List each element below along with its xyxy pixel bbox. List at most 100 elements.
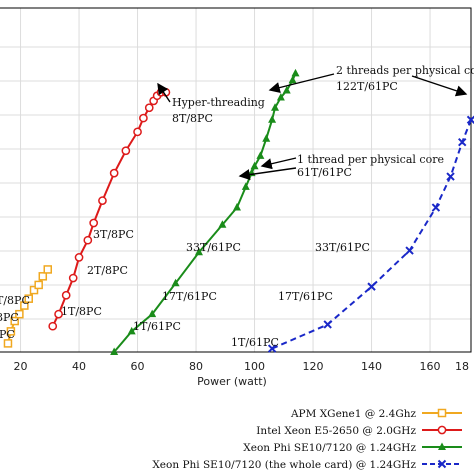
- series-0-point-2: [10, 316, 19, 326]
- series-2-point-7: [241, 182, 250, 190]
- annotation-arrow-2: [411, 75, 468, 97]
- annotation-6: 17T/61PC: [162, 290, 217, 303]
- series-1-point-9: [121, 146, 131, 156]
- series-0-point-9: [43, 265, 53, 274]
- legend-label-0: APM XGene1 @ 2.4Ghz: [290, 408, 416, 420]
- annotation-3: Hyper-threading: [172, 96, 265, 109]
- series-line-3: [271, 119, 472, 350]
- series-2-point-15: [282, 86, 291, 94]
- series-2-point-14: [276, 92, 285, 101]
- y-tick-fragment-1: 8PC: [0, 311, 19, 324]
- series-1-point-1: [54, 309, 63, 319]
- annotation-arrow-0: [157, 82, 171, 103]
- series-1-point-3: [68, 273, 78, 283]
- annotation-11: 61T/61PC: [297, 166, 352, 179]
- legend-label-2: Xeon Phi SE10/7120 @ 1.24GHz: [243, 442, 416, 454]
- series-2-point-13: [271, 103, 280, 111]
- legend-marker-0: [437, 408, 447, 418]
- series-0-point-3: [15, 309, 24, 319]
- series-2-point-16: [288, 75, 297, 84]
- series-1-point-8: [109, 168, 119, 178]
- series-3-point-5: [446, 172, 455, 181]
- series-1-point-10: [133, 127, 142, 137]
- series-0-point-8: [38, 272, 48, 281]
- series-1-point-5: [83, 235, 93, 245]
- x-tick-label-6: 140: [361, 360, 382, 373]
- x-tick-label-7: 160: [420, 360, 441, 373]
- annotation-13: 17T/61PC: [278, 290, 333, 303]
- annotation-9: 122T/61PC: [336, 80, 398, 93]
- annotation-4: 8T/8PC: [172, 112, 213, 125]
- annotation-arrow-3: [260, 157, 297, 170]
- legend: APM XGene1 @ 2.4Ghz Intel Xeon E5-2650 @ …: [152, 408, 462, 471]
- x-tick-label-3: 80: [189, 360, 203, 373]
- annotation-5: 1T/61PC: [133, 320, 181, 333]
- annotation-2: 3T/8PC: [93, 228, 134, 241]
- series-1-point-6: [89, 218, 99, 228]
- series-3-point-7: [466, 115, 474, 125]
- series-2-point-3: [171, 278, 180, 287]
- x-tick-label-8: 18: [455, 360, 469, 373]
- annotation-12: 1T/61PC: [231, 336, 279, 349]
- annotations: 1T/8PC 2T/8PC 3T/8PC Hyper-threading 8T/8PC 1…: [61, 64, 474, 349]
- series-0-point-7: [34, 280, 43, 290]
- series-2-point-1: [127, 326, 136, 335]
- series-2: [110, 68, 300, 355]
- series-0-point-6: [29, 285, 39, 295]
- series-2-point-6: [233, 203, 241, 211]
- series-2-point-4: [194, 247, 203, 256]
- series-2-point-2: [148, 309, 157, 318]
- x-axis-title: Power (watt): [197, 375, 267, 388]
- x-tick-label-5: 120: [303, 360, 324, 373]
- x-tick-label-2: 60: [131, 360, 145, 373]
- x-tick-label-4: 100: [244, 360, 265, 373]
- x-tick-label-0: 20: [14, 360, 28, 373]
- series-1-point-7: [98, 196, 107, 205]
- series-0-point-1: [6, 327, 16, 336]
- series-2-point-12: [268, 115, 277, 123]
- series-1: [48, 87, 171, 331]
- legend-label-3: Xeon Phi SE10/7120 (the whole card) @ 1.…: [152, 459, 416, 471]
- series-2-point-9: [250, 161, 259, 170]
- series-0-point-5: [24, 294, 33, 303]
- legend-marker-3: [437, 459, 447, 469]
- series-3-point-3: [405, 246, 414, 255]
- series-line-1: [51, 91, 166, 327]
- legend-marker-1: [437, 425, 447, 435]
- legend-marker-2: [438, 442, 446, 450]
- series-3: [267, 115, 474, 353]
- series-0: [3, 265, 53, 348]
- series-3-point-4: [431, 203, 441, 212]
- series-layer: [3, 68, 474, 355]
- annotation-0: 1T/8PC: [61, 305, 102, 318]
- series-3-point-6: [458, 137, 467, 147]
- series-1-point-0: [48, 321, 58, 331]
- y-tick-fragment-2: PC: [0, 328, 15, 341]
- series-2-point-5: [218, 220, 227, 228]
- series-2-point-10: [256, 151, 265, 159]
- legend-label-1: Intel Xeon E5-2650 @ 2.0GHz: [256, 425, 416, 437]
- grid: [0, 8, 471, 352]
- series-2-point-0: [110, 347, 119, 355]
- series-1-point-12: [144, 103, 154, 113]
- annotation-7: 33T/61PC: [186, 241, 241, 254]
- series-1-point-11: [139, 113, 148, 123]
- x-tick-label-1: 40: [72, 360, 86, 373]
- series-3-point-0: [267, 344, 277, 353]
- series-3-point-1: [323, 320, 332, 329]
- series-2-point-11: [262, 134, 271, 142]
- annotation-arrow-1: [268, 73, 335, 94]
- x-axis-ticks: 20 40 60 80 100 120 140 160 18 T/8PC 8PC PC: [0, 294, 469, 373]
- series-1-point-4: [74, 253, 84, 262]
- plot-frame: [0, 7, 472, 353]
- series-3-point-2: [367, 282, 376, 291]
- annotation-arrow-4: [238, 167, 297, 181]
- annotation-10: 1 thread per physical core: [297, 153, 444, 166]
- y-tick-fragment-0: T/8PC: [0, 294, 30, 307]
- series-1-point-2: [61, 290, 71, 300]
- annotation-8: 2 threads per physical core: [336, 64, 474, 77]
- annotation-14: 33T/61PC: [315, 241, 370, 254]
- series-2-point-17: [291, 68, 300, 77]
- annotation-1: 2T/8PC: [87, 264, 128, 277]
